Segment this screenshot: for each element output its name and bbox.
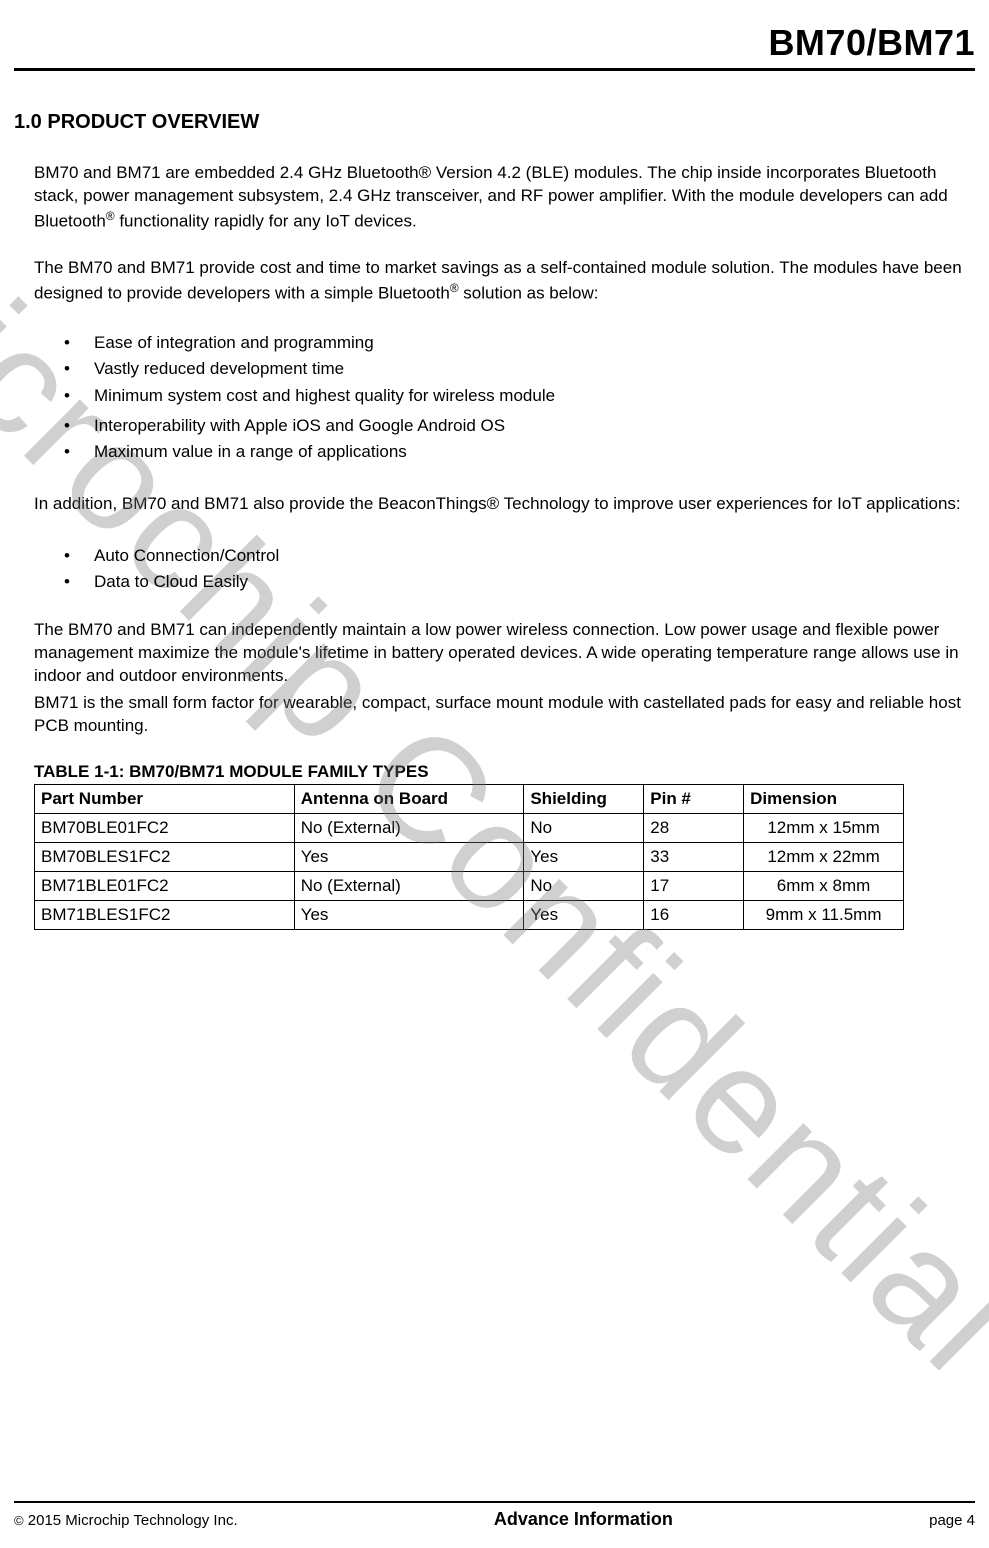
cell: No (External): [294, 871, 524, 900]
module-table: Part Number Antenna on Board Shielding P…: [34, 784, 904, 930]
list-item: Minimum system cost and highest quality …: [64, 383, 975, 409]
reg-mark: ®: [106, 209, 115, 223]
col-header: Dimension: [744, 784, 904, 813]
bullet-list-1: Ease of integration and programming Vast…: [34, 330, 975, 466]
cell: 12mm x 15mm: [744, 813, 904, 842]
list-item: Ease of integration and programming: [64, 330, 975, 356]
list-item: Maximum value in a range of applications: [64, 439, 975, 465]
footer-rule: [14, 1501, 975, 1503]
header-rule: [14, 68, 975, 71]
footer-center: Advance Information: [494, 1509, 673, 1530]
list-item: Data to Cloud Easily: [64, 569, 975, 595]
cell: BM71BLES1FC2: [35, 900, 295, 929]
col-header: Antenna on Board: [294, 784, 524, 813]
paragraph-2: The BM70 and BM71 provide cost and time …: [34, 257, 975, 306]
col-header: Pin #: [644, 784, 744, 813]
paragraph-4: The BM70 and BM71 can independently main…: [34, 619, 975, 688]
cell: BM71BLE01FC2: [35, 871, 295, 900]
list-item: Vastly reduced development time: [64, 356, 975, 382]
list-item: Auto Connection/Control: [64, 543, 975, 569]
col-header: Part Number: [35, 784, 295, 813]
table-row: BM71BLE01FC2 No (External) No 17 6mm x 8…: [35, 871, 904, 900]
cell: 12mm x 22mm: [744, 842, 904, 871]
cell: Yes: [524, 900, 644, 929]
cell: No: [524, 813, 644, 842]
cell: 16: [644, 900, 744, 929]
footer-left-text: 2015 Microchip Technology Inc.: [24, 1512, 238, 1529]
cell: 28: [644, 813, 744, 842]
cell: 33: [644, 842, 744, 871]
paragraph-3: In addition, BM70 and BM71 also provide …: [34, 490, 975, 519]
paragraph-1: BM70 and BM71 are embedded 2.4 GHz Bluet…: [34, 162, 975, 233]
para1-text-b: functionality rapidly for any IoT device…: [115, 212, 417, 231]
cell: 6mm x 8mm: [744, 871, 904, 900]
section-heading: 1.0 PRODUCT OVERVIEW: [14, 111, 975, 134]
cell: 17: [644, 871, 744, 900]
list-item: Interoperability with Apple iOS and Goog…: [64, 413, 975, 439]
cell: Yes: [524, 842, 644, 871]
table-row: BM70BLE01FC2 No (External) No 28 12mm x …: [35, 813, 904, 842]
table-header-row: Part Number Antenna on Board Shielding P…: [35, 784, 904, 813]
paragraph-5: BM71 is the small form factor for wearab…: [34, 692, 975, 738]
cell: No (External): [294, 813, 524, 842]
footer-right: page 4: [929, 1512, 975, 1529]
cell: Yes: [294, 842, 524, 871]
copyright-symbol: ©: [14, 1513, 24, 1528]
cell: 9mm x 11.5mm: [744, 900, 904, 929]
bullet-list-2: Auto Connection/Control Data to Cloud Ea…: [34, 543, 975, 596]
footer: © 2015 Microchip Technology Inc. Advance…: [14, 1501, 975, 1530]
page-title: BM70/BM71: [14, 22, 975, 64]
cell: BM70BLE01FC2: [35, 813, 295, 842]
table-title: TABLE 1-1: BM70/BM71 MODULE FAMILY TYPES: [34, 762, 975, 782]
footer-left: © 2015 Microchip Technology Inc.: [14, 1512, 238, 1529]
reg-mark: ®: [450, 281, 459, 295]
cell: Yes: [294, 900, 524, 929]
cell: BM70BLES1FC2: [35, 842, 295, 871]
table-row: BM71BLES1FC2 Yes Yes 16 9mm x 11.5mm: [35, 900, 904, 929]
cell: No: [524, 871, 644, 900]
table-row: BM70BLES1FC2 Yes Yes 33 12mm x 22mm: [35, 842, 904, 871]
col-header: Shielding: [524, 784, 644, 813]
para2-text-b: solution as below:: [459, 284, 599, 303]
